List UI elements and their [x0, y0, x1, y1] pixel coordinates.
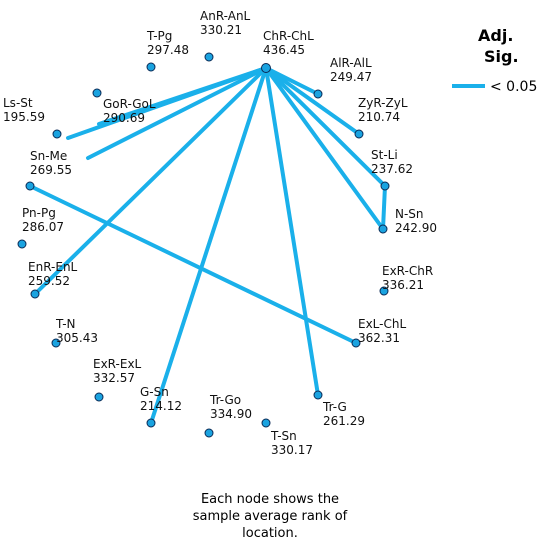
node-value-sn-me: 269.55: [30, 163, 72, 177]
node-marker-zyr-zyl: [354, 129, 364, 139]
edge-chr-chl-to-sn-me: [86, 66, 268, 160]
node-name-enr-enl: EnR-EnL: [28, 260, 78, 274]
node-marker-alr-all: [313, 89, 323, 99]
node-marker-ls-st: [52, 129, 62, 139]
node-name-exl-chl: ExL-ChL: [358, 317, 406, 331]
node-value-pn-pg: 286.07: [22, 220, 64, 234]
node-name-alr-all: AlR-AlL: [330, 56, 372, 70]
node-name-t-n: T-N: [55, 317, 76, 331]
node-marker-pn-pg: [17, 239, 27, 249]
node-value-alr-all: 249.47: [330, 70, 372, 84]
node-name-ls-st: Ls-St: [3, 96, 33, 110]
node-value-tr-go: 334.90: [210, 407, 252, 421]
node-value-st-li: 237.62: [371, 162, 413, 176]
node-name-anr-anl: AnR-AnL: [200, 9, 251, 23]
legend: Adj. Sig. < 0.05: [452, 26, 537, 95]
edge-st-li-to-n-sn: [381, 184, 387, 231]
node-value-tr-g: 261.29: [323, 414, 365, 428]
node-marker-anr-anl: [204, 52, 214, 62]
node-value-enr-enl: 259.52: [28, 274, 70, 288]
node-marker-sn-me: [25, 181, 35, 191]
node-marker-t-pg: [146, 62, 156, 72]
caption-line1: Each node shows the: [201, 492, 339, 507]
edge-chr-chl-to-zyr-zyl: [264, 66, 361, 136]
edge-chr-chl-to-tr-g: [264, 66, 320, 397]
node-name-zyr-zyl: ZyR-ZyL: [358, 96, 408, 110]
caption-line2: sample average rank of: [193, 509, 348, 524]
node-name-g-sn: G-Sn: [140, 385, 169, 399]
edge-sn-me-to-exl-chl: [28, 184, 358, 345]
node-name-tr-go: Tr-Go: [209, 393, 241, 407]
node-marker-st-li: [380, 181, 390, 191]
node-name-chr-chl: ChR-ChL: [263, 29, 314, 43]
caption-line3: location.: [242, 526, 298, 541]
legend-title-line2: Sig.: [484, 47, 519, 66]
node-value-zyr-zyl: 210.74: [358, 110, 400, 124]
legend-item-label: < 0.05: [490, 79, 537, 95]
node-value-anr-anl: 330.21: [200, 23, 242, 37]
node-value-exl-chl: 362.31: [358, 331, 400, 345]
node-value-chr-chl: 436.45: [263, 43, 305, 57]
node-marker-tr-g: [313, 390, 323, 400]
node-marker-exr-chr: [379, 286, 389, 296]
node-name-st-li: St-Li: [371, 148, 398, 162]
node-name-tr-g: Tr-G: [322, 400, 347, 414]
node-value-t-n: 305.43: [56, 331, 98, 345]
node-name-pn-pg: Pn-Pg: [22, 206, 56, 220]
node-name-n-sn: N-Sn: [395, 207, 424, 221]
node-value-g-sn: 214.12: [140, 399, 182, 413]
edge-chr-chl-to-ls-st: [66, 66, 268, 140]
node-name-sn-me: Sn-Me: [30, 149, 67, 163]
node-name-exr-exl: ExR-ExL: [93, 357, 142, 371]
node-marker-exr-exl: [94, 392, 104, 402]
node-marker-t-sn: [261, 418, 271, 428]
edge-chr-chl-to-st-li: [264, 66, 387, 188]
node-marker-t-n: [51, 338, 61, 348]
node-marker-g-sn: [146, 418, 156, 428]
caption: Each node shows the sample average rank …: [193, 492, 348, 541]
node-value-n-sn: 242.90: [395, 221, 437, 235]
node-marker-exl-chl: [351, 338, 361, 348]
node-marker-n-sn: [378, 224, 388, 234]
edge-chr-chl-to-g-sn: [149, 66, 268, 425]
node-value-exr-chr: 336.21: [382, 278, 424, 292]
edge-chr-chl-to-enr-enl: [33, 66, 268, 296]
node-value-gor-gol: 290.69: [103, 111, 145, 125]
node-marker-chr-chl: [261, 63, 271, 73]
edge-chr-chl-to-n-sn: [264, 66, 385, 231]
node-value-exr-exl: 332.57: [93, 371, 135, 385]
node-value-ls-st: 195.59: [3, 110, 45, 124]
node-marker-tr-go: [204, 428, 214, 438]
node-value-t-sn: 330.17: [271, 443, 313, 457]
node-name-gor-gol: GoR-GoL: [103, 97, 156, 111]
node-marker-gor-gol: [92, 88, 102, 98]
legend-title-line1: Adj.: [478, 26, 513, 45]
edges-layer: [28, 66, 387, 425]
nodes-layer: [17, 52, 390, 438]
node-value-t-pg: 297.48: [147, 43, 189, 57]
node-name-t-sn: T-Sn: [270, 429, 297, 443]
node-name-exr-chr: ExR-ChR: [382, 264, 433, 278]
node-marker-enr-enl: [30, 289, 40, 299]
node-name-t-pg: T-Pg: [146, 29, 172, 43]
